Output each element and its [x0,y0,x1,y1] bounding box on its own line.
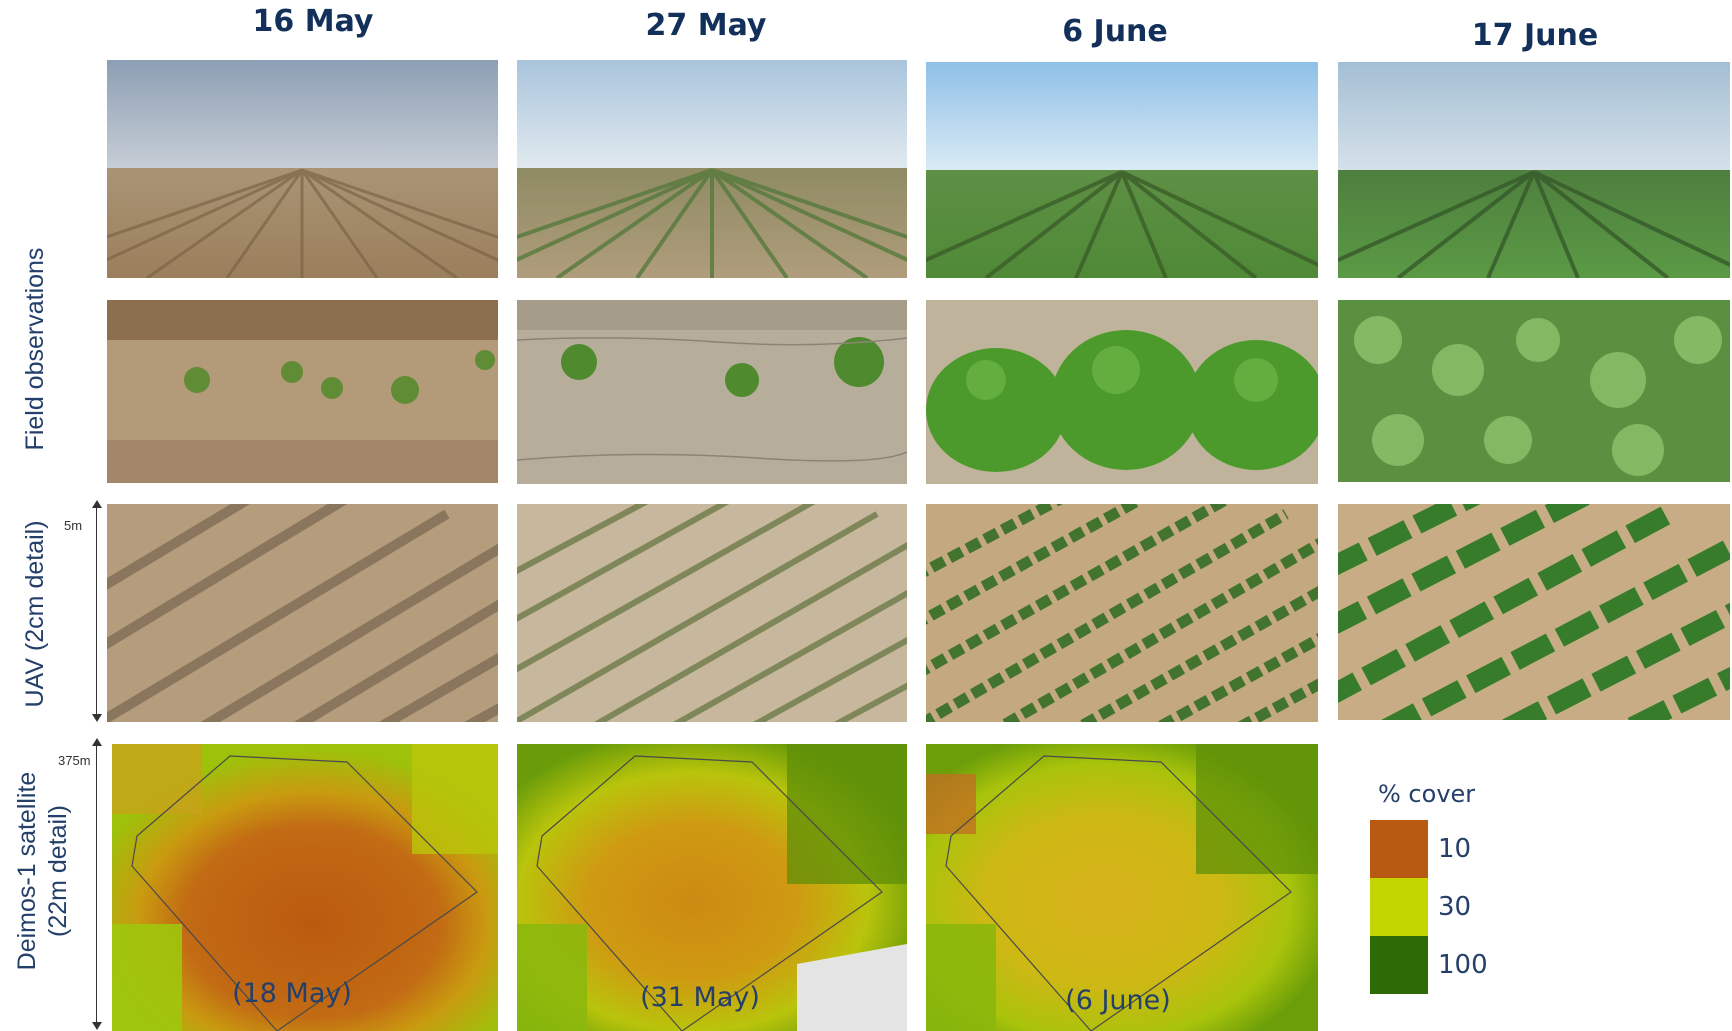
row-label-sat-1: Deimos-1 satellite [13,771,41,971]
row-label-field: Field observations [21,247,49,451]
legend-swatch-100 [1370,936,1428,994]
legend-swatch-10 [1370,820,1428,878]
plant-closeup-17-june [1338,300,1730,482]
column-date-3: 6 June [1062,14,1168,49]
uav-image-27-may [517,504,907,722]
uav-image-17-june [1338,504,1730,720]
sat-scale-line [96,744,97,1026]
uav-image-16-may [107,504,498,722]
satellite-caption-2: (31 May) [640,982,760,1013]
field-landscape-16-may [107,60,498,278]
field-landscape-17-june [1338,62,1730,278]
column-date-1: 16 May [252,4,374,39]
legend-value-100: 100 [1438,950,1488,980]
row-label-sat-2: (22m detail) [44,805,72,937]
field-landscape-6-june [926,62,1318,278]
satellite-caption-3: (6 June) [1065,985,1171,1016]
field-landscape-27-may [517,60,907,278]
legend: 10 30 100 [1370,820,1510,1000]
legend-title: % cover [1378,780,1476,808]
row-label-uav: UAV (2cm detail) [21,520,49,708]
plant-closeup-6-june [926,300,1318,484]
legend-value-30: 30 [1438,892,1472,922]
sat-scale-arrow-top [92,738,102,746]
satellite-caption-1: (18 May) [232,978,352,1009]
satellite-map-6-june [926,744,1318,1031]
plant-closeup-27-may [517,300,907,484]
uav-image-6-june [926,504,1318,722]
column-date-4: 17 June [1471,18,1599,53]
legend-value-10: 10 [1438,834,1472,864]
satellite-map-18-may [112,744,498,1031]
plant-closeup-16-may [107,300,498,483]
legend-swatch-30 [1370,878,1428,936]
sat-scale-arrow-bottom [92,1022,102,1030]
uav-scale-line [96,506,97,716]
satellite-map-31-may [517,744,907,1031]
column-date-2: 27 May [645,8,767,43]
sat-scale-label: 375m [58,753,91,768]
uav-scale-label: 5m [64,518,83,533]
uav-scale-arrow-top [92,500,102,508]
uav-scale-arrow-bottom [92,714,102,722]
